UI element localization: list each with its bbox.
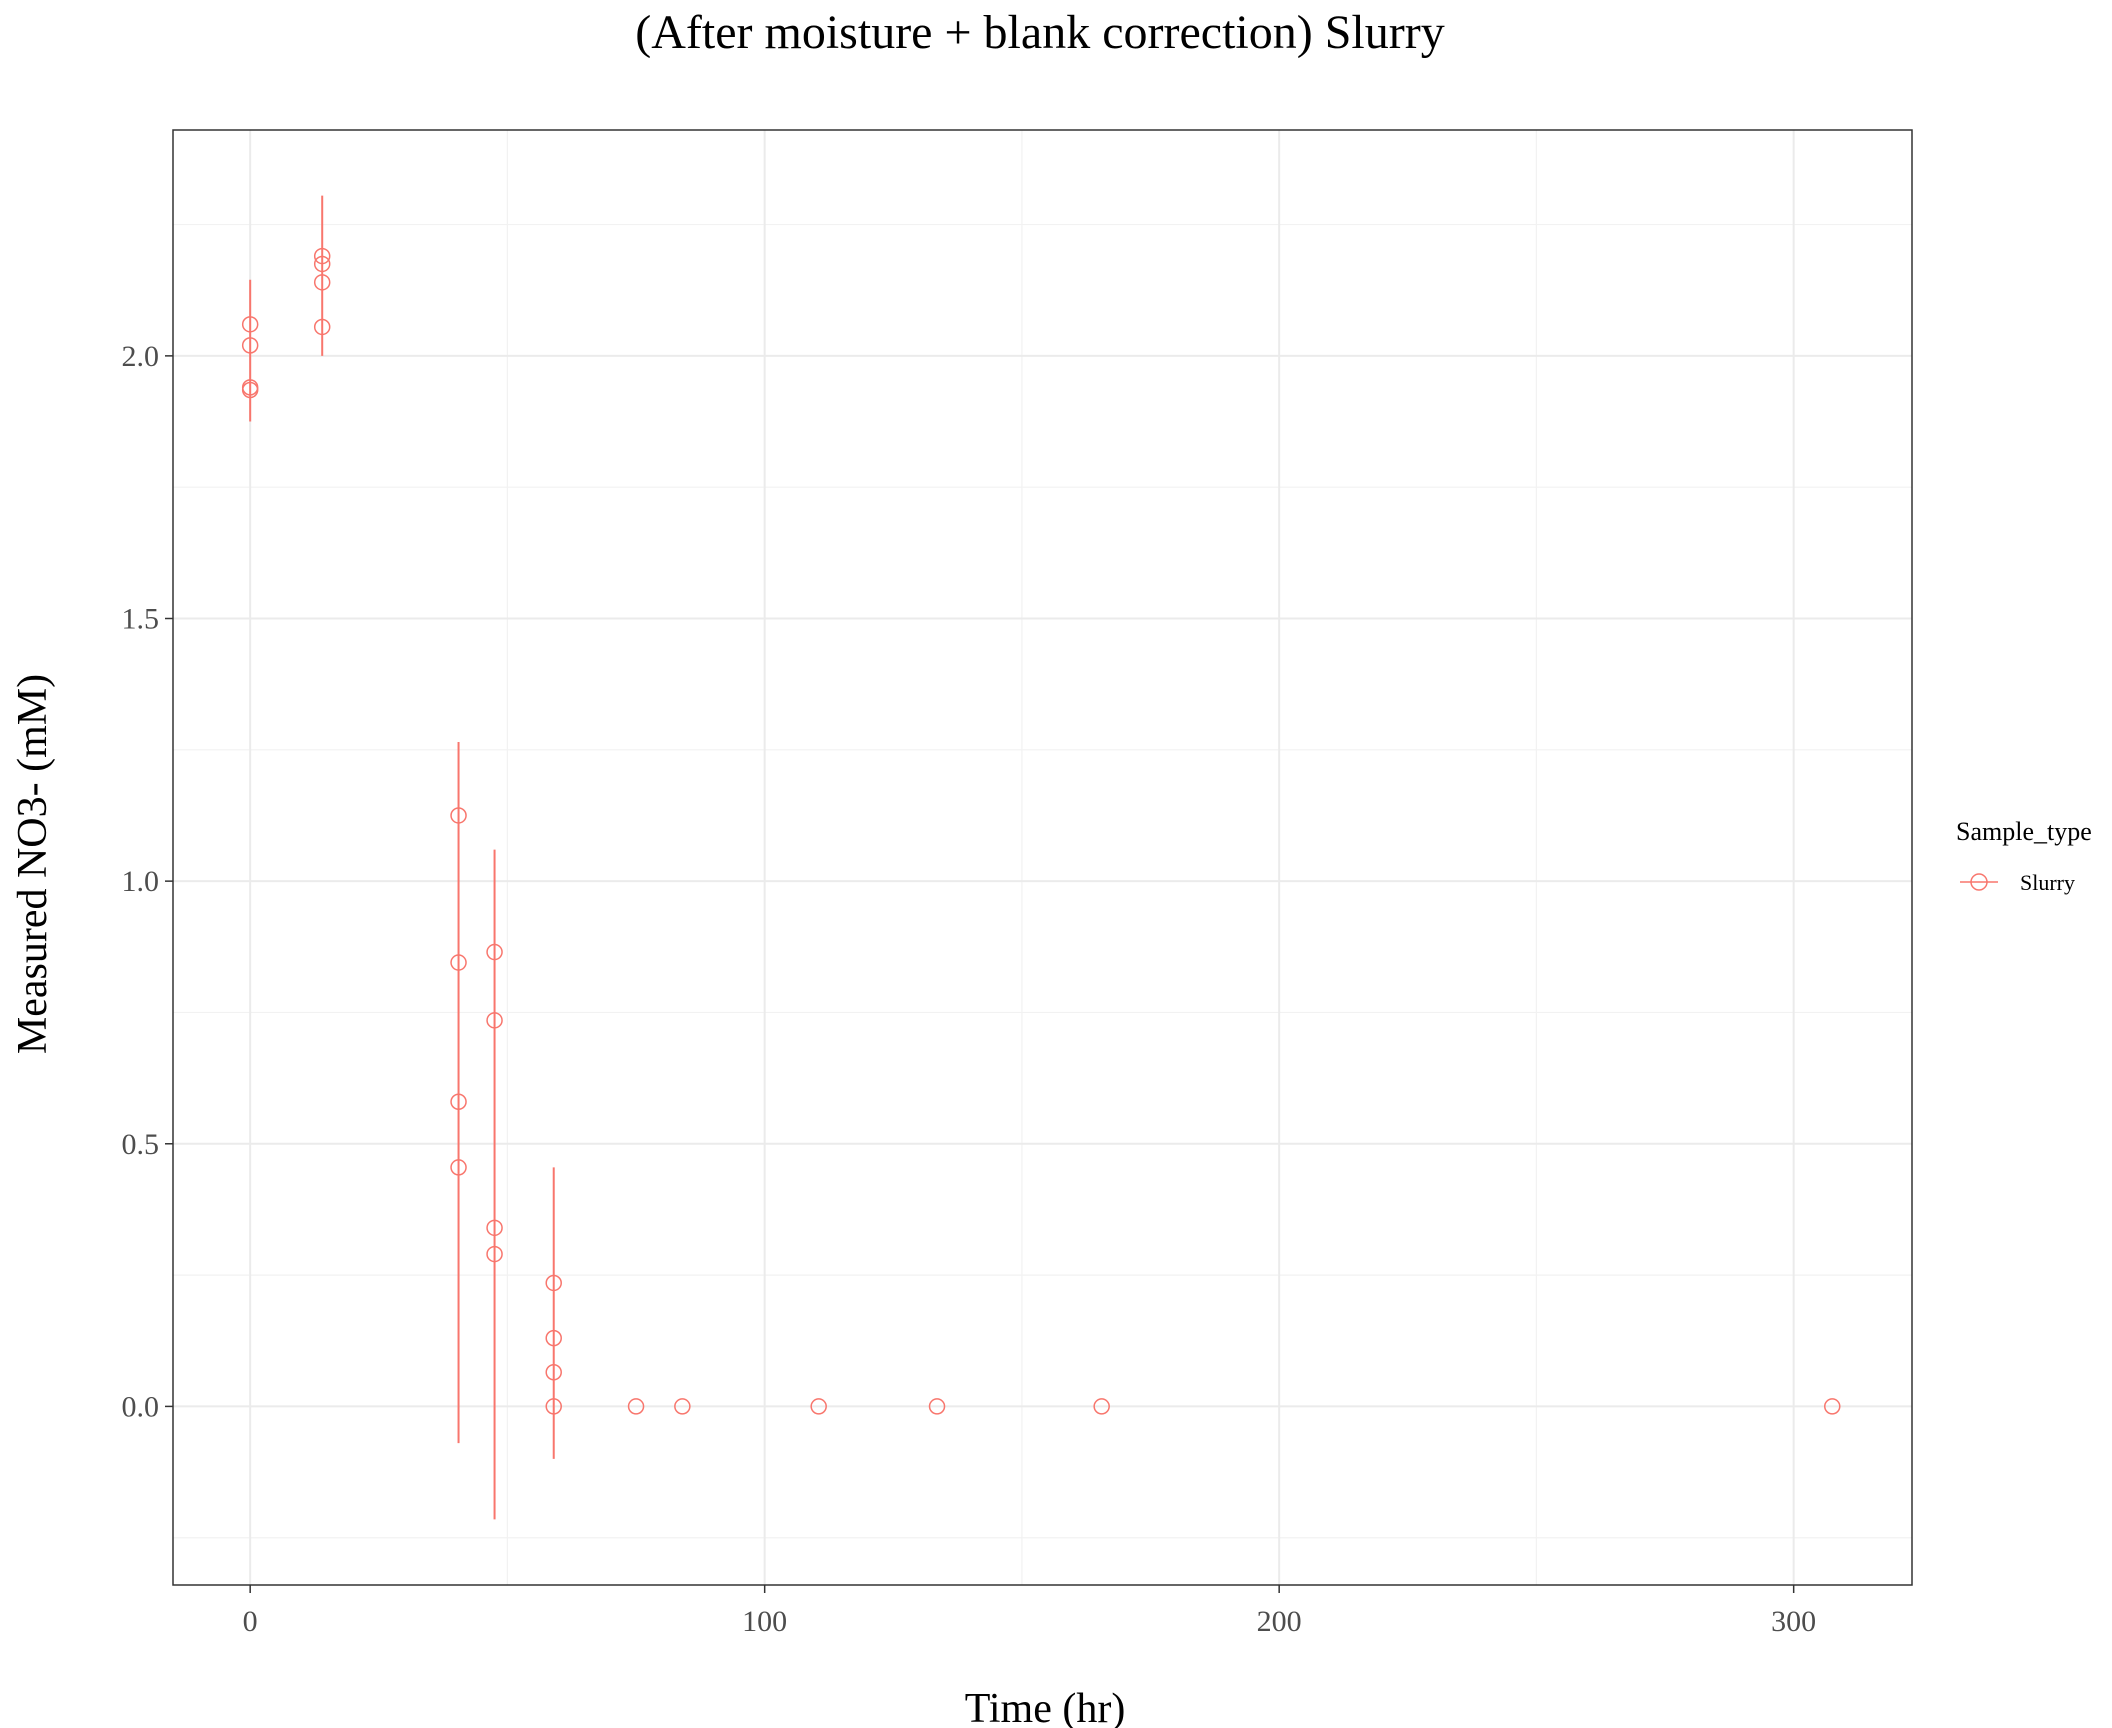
y-axis: 0.0 0.5 1.0 1.5 2.0 <box>122 340 173 1423</box>
error-bars <box>249 195 555 1520</box>
x-axis: 0 100 200 300 <box>243 1585 1816 1638</box>
x-tick-label: 100 <box>742 1605 787 1638</box>
data-point <box>810 1398 827 1415</box>
data-point <box>545 1329 562 1347</box>
data-point <box>313 274 331 291</box>
data-point <box>450 807 467 824</box>
y-axis-title: Measured NO3- (mM) <box>10 674 56 1054</box>
data-point <box>486 1219 503 1237</box>
y-tick-label: 0.0 <box>122 1390 160 1423</box>
y-tick-label: 0.5 <box>122 1128 160 1161</box>
grid-major <box>173 130 1912 1585</box>
y-tick-label: 1.0 <box>122 865 160 898</box>
data-point <box>486 1245 503 1263</box>
x-tick-label: 0 <box>243 1605 258 1638</box>
data-point <box>928 1398 946 1415</box>
data-point <box>241 337 259 354</box>
plot-panel <box>173 130 1912 1585</box>
data-point <box>241 316 259 333</box>
data-point <box>1093 1398 1110 1415</box>
data-points <box>241 247 1841 1415</box>
chart-title: (After moisture + blank correction) Slur… <box>635 6 1444 59</box>
data-point <box>486 943 503 961</box>
data-point <box>313 318 331 336</box>
data-point <box>545 1398 562 1415</box>
data-point <box>313 255 331 273</box>
data-point <box>450 954 467 971</box>
data-point <box>313 247 331 265</box>
data-point <box>627 1398 645 1415</box>
data-point <box>450 1093 467 1111</box>
grid-minor <box>173 130 1912 1585</box>
data-point <box>1824 1398 1841 1415</box>
legend-key-marker <box>1970 873 1988 891</box>
x-tick-label: 300 <box>1771 1605 1816 1638</box>
legend: Sample_type Slurry <box>1956 817 2092 895</box>
data-point <box>241 381 259 399</box>
data-point <box>545 1364 562 1381</box>
data-point <box>674 1398 691 1415</box>
plot-border <box>172 129 1913 1586</box>
data-point <box>486 1012 503 1029</box>
legend-label-slurry: Slurry <box>2020 870 2075 895</box>
legend-title: Sample_type <box>1956 817 2092 846</box>
x-axis-title: Time (hr) <box>965 1686 1126 1728</box>
data-point <box>450 1159 467 1176</box>
y-tick-label: 2.0 <box>122 340 160 373</box>
data-point <box>545 1274 562 1292</box>
x-tick-label: 200 <box>1257 1605 1302 1638</box>
y-tick-label: 1.5 <box>122 603 160 636</box>
